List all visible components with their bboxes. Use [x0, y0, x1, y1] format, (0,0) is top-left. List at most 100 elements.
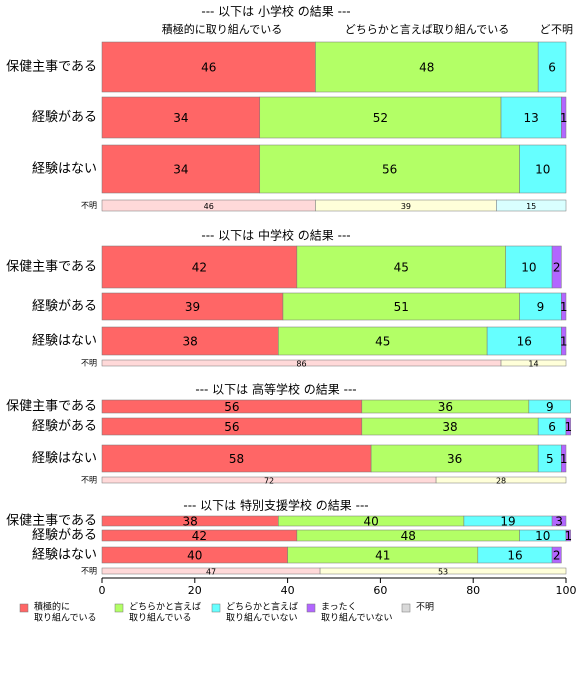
row-label: 経験はない [32, 162, 97, 177]
value-label: 86 [296, 360, 306, 369]
column-header: 積極的に取り組んでいる [162, 22, 282, 36]
legend-swatch [401, 603, 411, 613]
bar-segment [565, 417, 571, 436]
value-label: 38 [183, 515, 198, 529]
unknown-label: 不明 [81, 201, 97, 210]
value-label: 38 [183, 335, 198, 349]
value-label: 1 [564, 420, 572, 434]
value-label: 1 [564, 529, 572, 543]
value-label: 48 [401, 529, 416, 543]
value-label: 56 [224, 400, 239, 414]
value-label: 53 [438, 568, 448, 577]
legend-label: 取り組んでいない [226, 612, 298, 624]
value-label: 58 [229, 452, 244, 466]
row-label: 経験がある [32, 110, 97, 125]
column-header: ど [540, 23, 551, 36]
value-label: 13 [524, 111, 539, 125]
value-label: 40 [363, 515, 378, 529]
row-label: 経験がある [32, 528, 97, 543]
value-label: 1 [560, 452, 568, 466]
bar-segment [101, 144, 261, 194]
x-tick-label: 40 [281, 584, 295, 597]
value-label: 45 [375, 335, 390, 349]
panel-title: --- 以下は 特別支援学校 の結果 --- [183, 498, 368, 513]
unknown-segment [500, 359, 567, 367]
value-label: 10 [535, 529, 550, 543]
legend-label: 積極的に [34, 601, 70, 613]
legend-swatch [114, 603, 124, 613]
value-label: 19 [500, 515, 515, 529]
panel-title: --- 以下は 高等学校 の結果 --- [195, 382, 356, 397]
bar-segment [561, 326, 567, 356]
bar-segment [370, 444, 539, 473]
legend-label: どちらかと言えば [129, 601, 201, 613]
value-label: 52 [373, 111, 388, 125]
bar-segment [101, 96, 261, 139]
bar-segment [315, 41, 539, 93]
value-label: 34 [173, 163, 188, 177]
value-label: 28 [496, 477, 506, 486]
bar-segment [551, 245, 562, 289]
unknown-label: 不明 [81, 476, 97, 485]
value-label: 39 [185, 300, 200, 314]
unknown-label: 不明 [81, 359, 97, 368]
legend-label: 取り組んでいる [34, 612, 97, 624]
legend-label: どちらかと言えば [226, 601, 298, 613]
value-label: 16 [507, 549, 522, 563]
row-label: 保健主事である [6, 260, 97, 275]
value-label: 56 [224, 420, 239, 434]
unknown-label: 不明 [81, 567, 97, 576]
value-label: 39 [401, 202, 411, 211]
row-label: 保健主事である [6, 514, 97, 529]
x-tick-label: 80 [466, 584, 480, 597]
panel-title: --- 以下は 小学校 の結果 --- [201, 4, 350, 19]
bar-segment [278, 326, 488, 356]
value-label: 1 [560, 300, 568, 314]
x-tick-label: 0 [99, 584, 106, 597]
value-label: 48 [419, 61, 434, 75]
value-label: 1 [560, 335, 568, 349]
value-label: 5 [546, 452, 554, 466]
value-label: 56 [382, 163, 397, 177]
legend-swatch [306, 603, 316, 613]
row-label: 保健主事である [6, 399, 97, 414]
bar-segment [537, 41, 567, 93]
panel-title: --- 以下は 中学校 の結果 --- [201, 228, 350, 243]
bar-segment [528, 399, 571, 414]
bar-segment [519, 144, 567, 194]
legend-label: 取り組んでいない [321, 612, 393, 624]
value-label: 3 [555, 515, 563, 529]
bar-segment [101, 444, 372, 473]
value-label: 46 [201, 61, 216, 75]
value-label: 45 [394, 261, 409, 275]
bar-segment [101, 41, 316, 93]
bar-segment [101, 292, 284, 321]
value-label: 36 [447, 452, 462, 466]
value-label: 6 [548, 420, 556, 434]
bar-segment [565, 529, 571, 542]
value-label: 9 [546, 400, 554, 414]
bar-segment [486, 326, 562, 356]
value-label: 72 [264, 477, 274, 486]
unknown-segment [496, 199, 567, 212]
value-label: 41 [375, 549, 390, 563]
bar-segment [101, 245, 298, 289]
value-label: 9 [537, 300, 545, 314]
bar-segment [500, 96, 562, 139]
value-label: 2 [553, 261, 561, 275]
x-tick-label: 20 [188, 584, 202, 597]
value-label: 16 [517, 335, 532, 349]
legend-label: まったく [321, 602, 357, 613]
legend-label: 不明 [416, 602, 434, 613]
row-label: 経験がある [32, 419, 97, 434]
row-label: 経験はない [32, 334, 97, 349]
bar-segment [101, 326, 279, 356]
legend-label: 取り組んでいる [129, 612, 192, 624]
row-label: 経験はない [32, 451, 97, 466]
bar-segment [259, 96, 502, 139]
value-label: 10 [535, 163, 550, 177]
value-label: 47 [206, 568, 216, 577]
value-label: 42 [192, 261, 207, 275]
bar-segment [296, 245, 506, 289]
